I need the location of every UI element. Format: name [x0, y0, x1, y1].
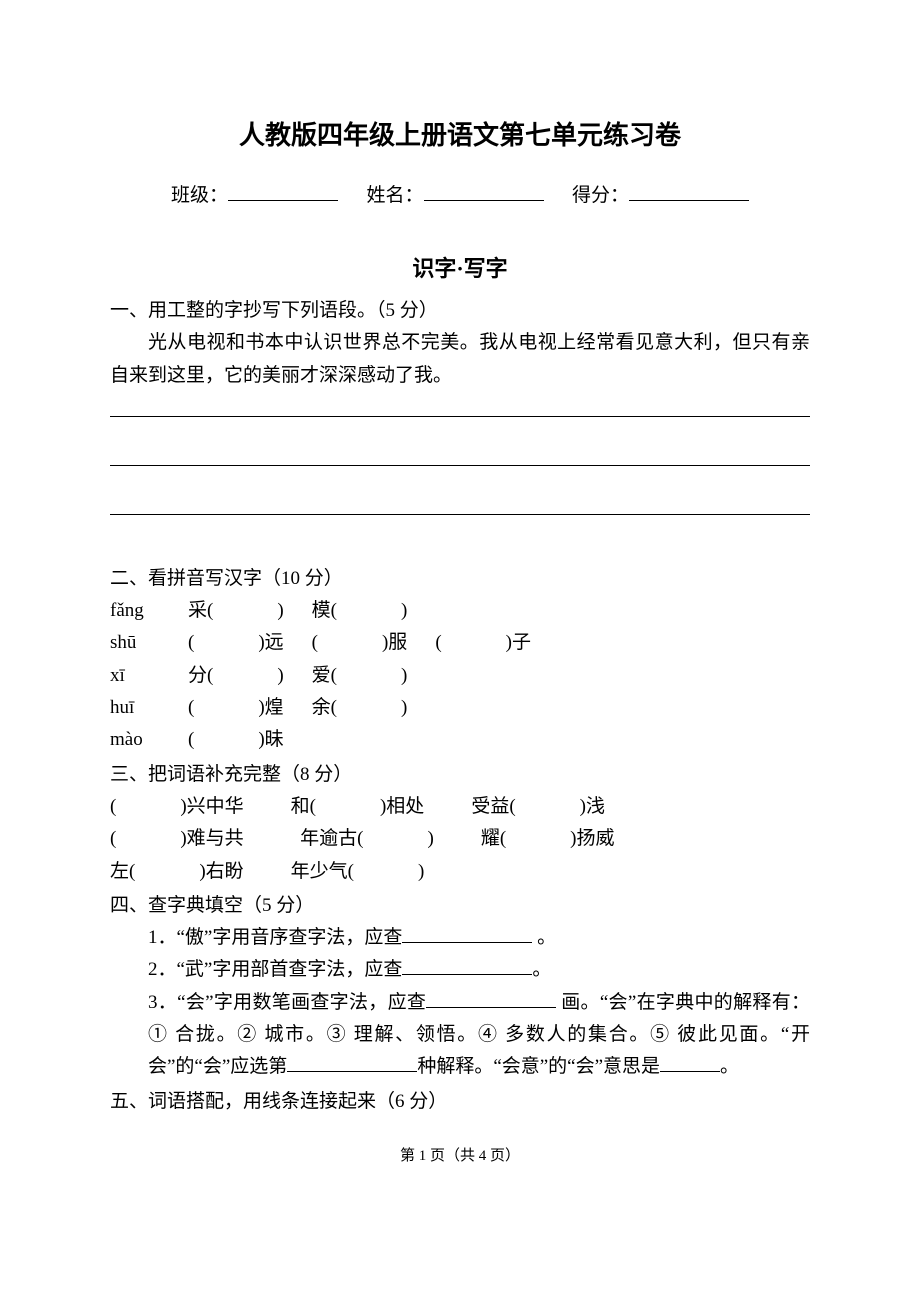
q3-row: ()难与共 年逾古() 耀()扬威: [110, 823, 810, 855]
worksheet-page: 人教版四年级上册语文第七单元练习卷 班级： 姓名： 得分： 识字·写字 一、用工…: [0, 0, 920, 1300]
q4-blank[interactable]: [426, 989, 556, 1008]
q1-write-area[interactable]: [110, 416, 810, 515]
write-line[interactable]: [110, 465, 810, 466]
q2-row: shū ()远 ()服 ()子: [110, 627, 810, 659]
q2-blank[interactable]: 余(): [312, 692, 408, 724]
q3-blank[interactable]: 和()相处: [291, 791, 425, 823]
score-blank[interactable]: [629, 182, 749, 201]
q2-row: huī ()煌 余(): [110, 692, 810, 724]
score-label: 得分：: [572, 185, 629, 206]
q2-row: mào ()昧: [110, 724, 810, 756]
q2-blank[interactable]: ()昧: [188, 724, 284, 756]
page-footer: 第 1 页（共 4 页）: [110, 1144, 810, 1165]
q2-blank[interactable]: 爱(): [312, 660, 408, 692]
q3-blank[interactable]: ()兴中华: [110, 791, 244, 823]
q2-blank[interactable]: 采(): [188, 595, 284, 627]
student-info-line: 班级： 姓名： 得分：: [110, 180, 810, 207]
name-blank[interactable]: [424, 182, 544, 201]
q4-item-1: 1．“傲”字用音序查字法，应查 。: [110, 922, 810, 954]
q1-passage: 光从电视和书本中认识世界总不完美。我从电视上经常看见意大利，但只有亲自来到这里，…: [110, 327, 810, 392]
q5-heading: 五、词语搭配，用线条连接起来（6 分）: [110, 1086, 810, 1118]
pinyin-label: fǎng: [110, 595, 188, 627]
q3-blank[interactable]: ()难与共: [110, 823, 244, 855]
class-blank[interactable]: [228, 182, 338, 201]
q2-heading: 二、看拼音写汉字（10 分）: [110, 563, 810, 595]
q4-blank[interactable]: [287, 1053, 417, 1072]
q2-blank[interactable]: ()远: [188, 627, 284, 659]
q4-blank[interactable]: [402, 924, 532, 943]
q2-row: fǎng 采() 模(): [110, 595, 810, 627]
q4-item-3: 3．“会”字用数笔画查字法，应查 画。“会”在字典中的解释有：① 合拢。② 城市…: [110, 987, 810, 1084]
q2-row: xī 分() 爱(): [110, 660, 810, 692]
pinyin-label: shū: [110, 627, 188, 659]
q4-blank[interactable]: [402, 956, 532, 975]
q1-heading: 一、用工整的字抄写下列语段。（5 分）: [110, 295, 810, 327]
q4-heading: 四、查字典填空（5 分）: [110, 890, 810, 922]
q4-blank[interactable]: [660, 1053, 720, 1072]
q2-blank[interactable]: ()服: [312, 627, 408, 659]
q4-item-2: 2．“武”字用部首查字法，应查。: [110, 954, 810, 986]
q3-row: ()兴中华 和()相处 受益()浅: [110, 791, 810, 823]
q3-row: 左()右盼 年少气(): [110, 856, 810, 888]
section-title: 识字·写字: [110, 251, 810, 283]
class-label: 班级：: [171, 185, 228, 206]
q2-blank[interactable]: 分(): [188, 660, 284, 692]
pinyin-label: huī: [110, 692, 188, 724]
write-line[interactable]: [110, 416, 810, 417]
q3-blank[interactable]: 耀()扬威: [481, 823, 615, 855]
q3-blank[interactable]: 受益()浅: [471, 791, 605, 823]
page-title: 人教版四年级上册语文第七单元练习卷: [110, 115, 810, 152]
q2-blank[interactable]: 模(): [312, 595, 408, 627]
pinyin-label: mào: [110, 724, 188, 756]
q3-blank[interactable]: 年逾古(): [300, 823, 434, 855]
write-line[interactable]: [110, 514, 810, 515]
pinyin-label: xī: [110, 660, 188, 692]
q2-blank[interactable]: ()煌: [188, 692, 284, 724]
name-label: 姓名：: [366, 185, 423, 206]
q2-blank[interactable]: ()子: [435, 627, 531, 659]
q3-blank[interactable]: 左()右盼: [110, 856, 244, 888]
q3-blank[interactable]: 年少气(): [291, 856, 425, 888]
q3-heading: 三、把词语补充完整（8 分）: [110, 759, 810, 791]
